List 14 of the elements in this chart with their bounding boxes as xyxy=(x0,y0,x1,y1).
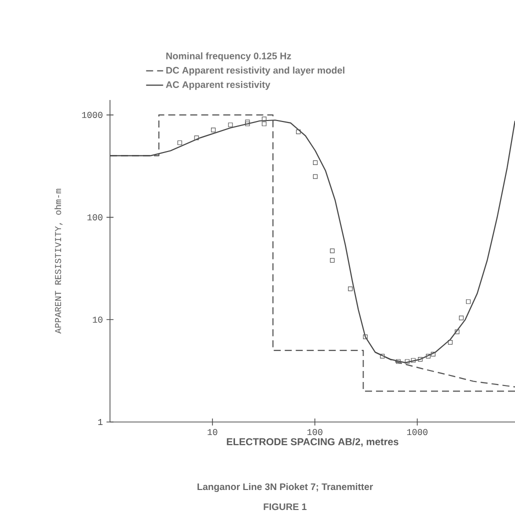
caption: FIGURE 1 xyxy=(264,503,306,510)
legend-title: Nominal frequency 0.125 Hz xyxy=(166,52,291,62)
y-tick-label: 10 xyxy=(92,316,102,323)
y-axis-title: APPARENT RESISTIVITY, ohm-m xyxy=(54,188,62,334)
text: Langanor Line 3N Pioket 7; Tranemitter xyxy=(197,483,373,492)
x-tick-label: 100 xyxy=(307,429,322,436)
legend-label: AC Apparent resistivity xyxy=(166,81,270,90)
y-tick-label: 1000 xyxy=(82,112,102,118)
y-tick-label: 1 xyxy=(98,419,102,425)
y-tick-label: 100 xyxy=(87,214,102,220)
legend-label: DC Apparent resistivity and layer model xyxy=(166,66,344,76)
x-tick-label: 10 xyxy=(207,429,218,436)
x-axis-title: ELECTRODE SPACING AB/2, metres xyxy=(226,438,398,447)
x-tick-label: 1000 xyxy=(406,429,428,436)
